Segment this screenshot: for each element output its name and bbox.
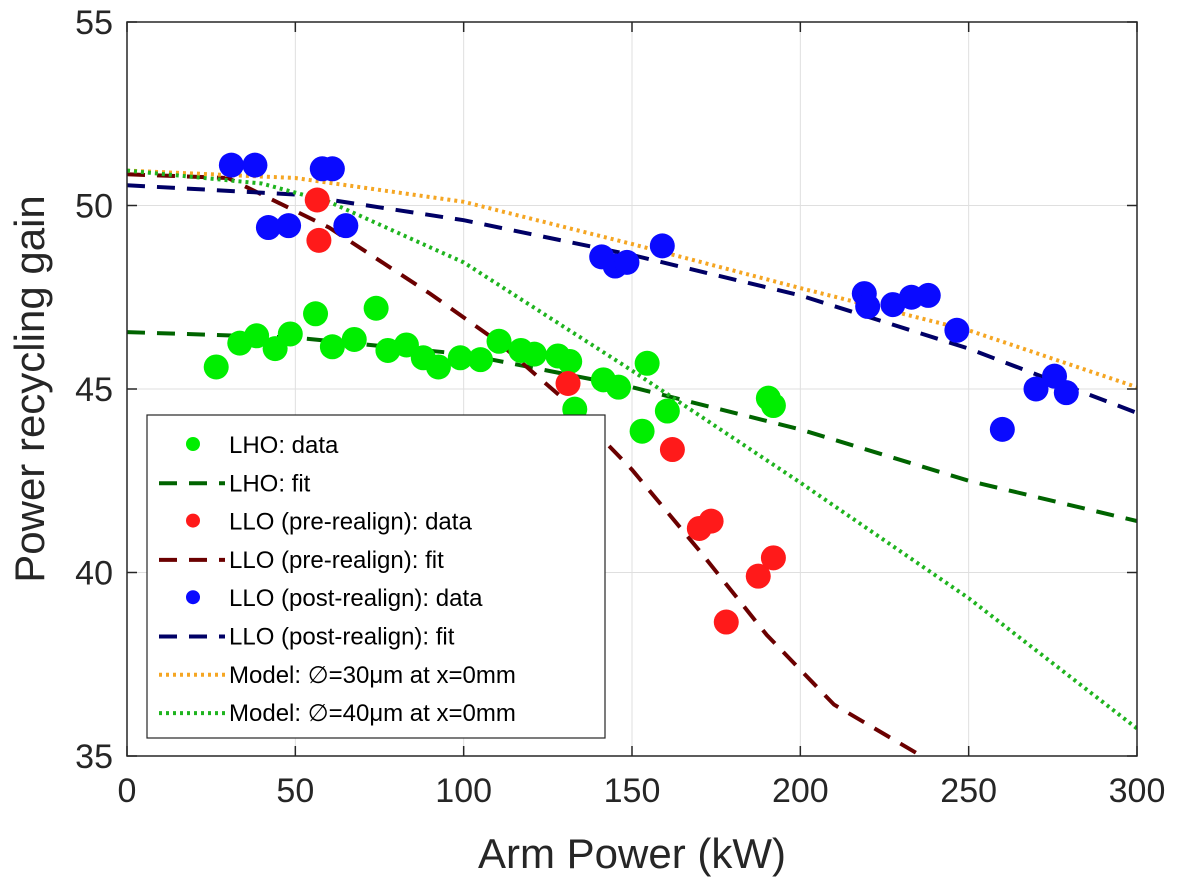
y-tick-label: 45 — [75, 371, 113, 409]
data-point-series-4 — [989, 416, 1015, 442]
legend-label: LHO: data — [229, 432, 339, 459]
y-tick-label: 55 — [75, 4, 113, 42]
data-point-series-4 — [1053, 380, 1079, 406]
x-axis-label: Arm Power (kW) — [478, 830, 786, 877]
y-tick-label: 40 — [75, 555, 113, 593]
legend-label: LHO: fit — [229, 470, 311, 497]
x-tick-label: 100 — [435, 772, 492, 810]
data-point-series-4 — [276, 213, 302, 239]
y-tick-label: 50 — [75, 188, 113, 226]
series-points — [203, 152, 1079, 635]
data-point-series-4 — [855, 293, 881, 319]
legend-label: LLO (post-realign): fit — [229, 624, 455, 651]
data-point-series-0 — [203, 354, 229, 380]
data-point-series-2 — [659, 437, 685, 463]
data-point-series-0 — [447, 345, 473, 371]
data-point-series-0 — [654, 398, 680, 424]
data-point-series-2 — [555, 370, 581, 396]
data-point-series-0 — [244, 323, 270, 349]
x-tick-label: 0 — [118, 772, 137, 810]
data-point-series-0 — [425, 354, 451, 380]
y-axis-label: Power recycling gain — [6, 195, 53, 583]
x-tick-label: 50 — [276, 772, 314, 810]
ticks — [126, 21, 1138, 757]
data-point-series-2 — [713, 609, 739, 635]
legend-label: LLO (post-realign): data — [229, 585, 483, 612]
data-point-series-0 — [486, 328, 512, 354]
data-point-series-0 — [606, 374, 632, 400]
x-tick-label: 250 — [940, 772, 997, 810]
data-point-series-0 — [363, 295, 389, 321]
data-point-series-4 — [649, 233, 675, 259]
tick-labels: 0 50 100 150 200 250 300 35 40 45 50 55 — [75, 4, 1165, 810]
data-point-series-2 — [745, 563, 771, 589]
data-point-series-4 — [319, 156, 345, 182]
data-point-series-0 — [277, 321, 303, 347]
series-line-3 — [127, 172, 923, 756]
data-point-series-2 — [698, 508, 724, 534]
legend-box — [146, 414, 606, 739]
series-line-6 — [127, 168, 1137, 390]
legend-marker — [186, 590, 200, 605]
legend-label: Model: ∅=40μm at x=0mm — [229, 700, 516, 727]
legend-items: LHO: data LHO: fit LLO (pre-realign): data… — [159, 432, 516, 727]
x-tick-label: 200 — [772, 772, 829, 810]
data-point-series-2 — [304, 187, 330, 213]
x-tick-label: 300 — [1109, 772, 1166, 810]
data-point-series-0 — [303, 301, 329, 327]
data-point-series-4 — [1023, 376, 1049, 402]
legend-marker — [186, 437, 200, 451]
legend-label: LLO (pre-realign): fit — [229, 547, 444, 574]
data-point-series-0 — [319, 334, 345, 360]
x-tick-label: 150 — [604, 772, 661, 810]
legend-marker — [186, 513, 200, 528]
y-tick-label: 35 — [75, 738, 113, 776]
legend: LHO: data LHO: fit LLO (pre-realign): data… — [146, 414, 606, 739]
series-line-7 — [127, 168, 1137, 731]
data-point-series-0 — [634, 350, 660, 376]
data-point-series-4 — [242, 152, 268, 178]
data-point-series-0 — [468, 347, 493, 373]
data-point-series-4 — [915, 282, 941, 308]
data-point-series-0 — [760, 393, 786, 419]
data-point-series-4 — [218, 152, 244, 178]
data-point-series-2 — [306, 227, 332, 253]
data-point-series-0 — [557, 348, 583, 374]
data-point-series-0 — [521, 341, 547, 367]
data-point-series-2 — [760, 545, 786, 571]
data-point-series-4 — [255, 215, 281, 241]
data-point-series-4 — [944, 317, 970, 343]
legend-label: LLO (pre-realign): data — [229, 509, 472, 536]
data-point-series-0 — [629, 418, 655, 444]
data-point-series-0 — [341, 326, 367, 352]
data-point-series-4 — [333, 213, 359, 239]
legend-label: Model: ∅=30μm at x=0mm — [229, 662, 516, 689]
data-point-series-4 — [614, 249, 640, 275]
